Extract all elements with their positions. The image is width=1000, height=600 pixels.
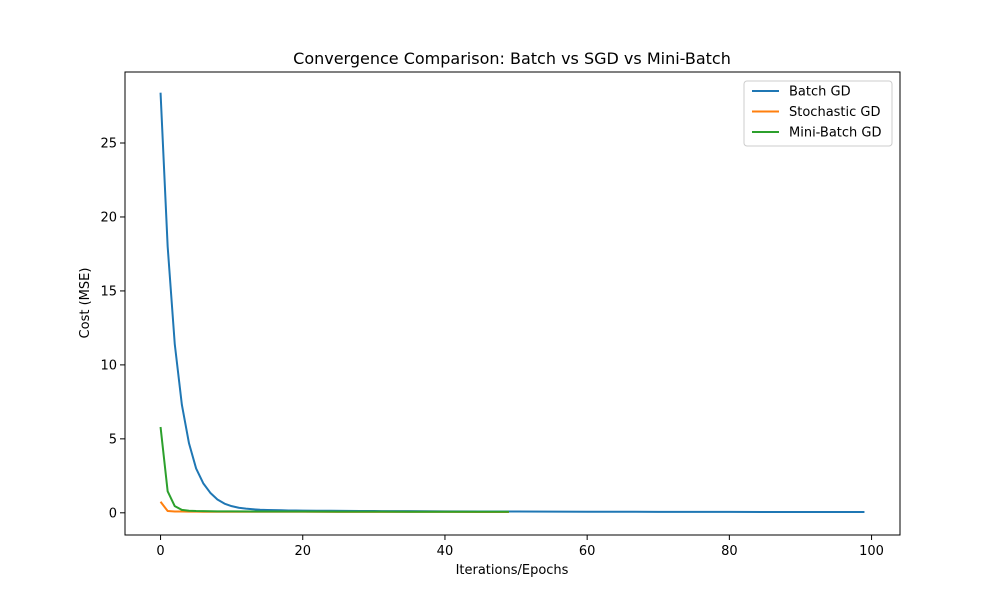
chart-title: Convergence Comparison: Batch vs SGD vs …	[293, 49, 731, 68]
y-axis-label: Cost (MSE)	[78, 268, 93, 339]
legend-box	[743, 80, 893, 147]
x-tick-label: 60	[579, 544, 596, 559]
x-tick-label: 100	[859, 544, 884, 559]
legend-items: Batch GD Stochastic GD Mini-Batch GD	[752, 85, 882, 141]
x-tick-label: 40	[437, 544, 454, 559]
x-tick-label: 20	[294, 544, 311, 559]
plot-frame	[124, 71, 901, 536]
x-tick-label: 80	[721, 544, 738, 559]
y-tick-label: 20	[100, 210, 117, 225]
y-tick-label: 25	[100, 137, 117, 152]
legend-label-1: Stochastic GD	[789, 105, 881, 120]
plot-area	[124, 71, 901, 536]
y-tick-label: 5	[109, 432, 117, 447]
series-layer	[159, 92, 865, 514]
y-axis-ticks: 0 5 10 15 20 25	[100, 137, 125, 521]
legend-label-2: Mini-Batch GD	[789, 126, 882, 141]
y-tick-label: 0	[109, 506, 117, 521]
y-tick-label: 10	[100, 358, 117, 373]
legend: Batch GD Stochastic GD Mini-Batch GD	[743, 80, 893, 147]
x-axis-label: Iterations/Epochs	[456, 563, 569, 578]
legend-label-0: Batch GD	[789, 85, 851, 100]
x-tick-label: 0	[156, 544, 164, 559]
x-axis-ticks: 0 20 40 60 80 100	[156, 535, 884, 559]
series-line-2	[159, 426, 509, 513]
y-tick-label: 15	[100, 284, 117, 299]
